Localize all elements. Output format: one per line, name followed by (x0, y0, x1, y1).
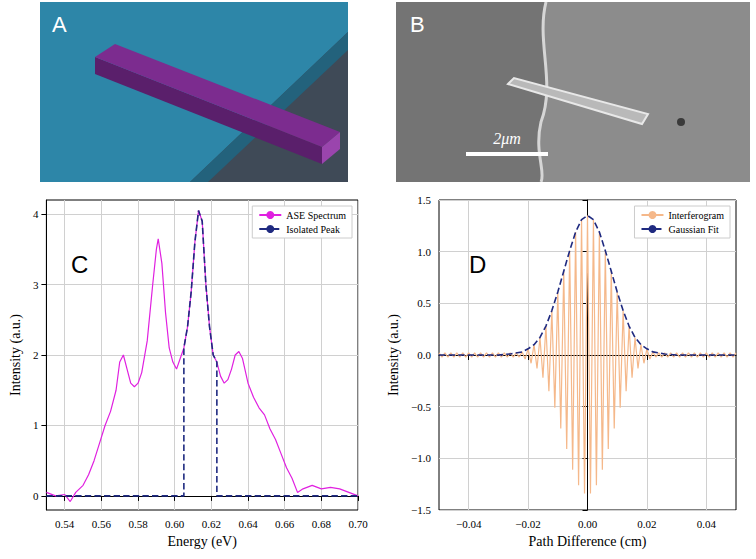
svg-text:0.02: 0.02 (637, 518, 656, 530)
svg-text:D: D (469, 251, 486, 278)
svg-text:ASE Spectrum: ASE Spectrum (286, 210, 346, 221)
svg-text:0.66: 0.66 (275, 518, 295, 530)
svg-text:0.04: 0.04 (697, 518, 717, 530)
svg-text:Path Difference (cm): Path Difference (cm) (529, 534, 647, 550)
svg-text:0.0: 0.0 (417, 349, 431, 361)
svg-text:C: C (71, 251, 88, 278)
svg-text:Intensity (a.u.): Intensity (a.u.) (386, 314, 402, 396)
svg-text:0.00: 0.00 (578, 518, 598, 530)
svg-text:Gaussian Fit: Gaussian Fit (668, 224, 719, 235)
svg-text:1: 1 (33, 419, 39, 431)
svg-text:0: 0 (33, 490, 39, 502)
svg-text:A: A (52, 12, 67, 37)
svg-text:Intensity (a.u.): Intensity (a.u.) (8, 314, 24, 396)
svg-text:1.0: 1.0 (417, 246, 431, 258)
svg-text:B: B (410, 12, 425, 37)
svg-text:0.56: 0.56 (92, 518, 112, 530)
svg-text:0.60: 0.60 (165, 518, 185, 530)
svg-text:0.5: 0.5 (417, 297, 431, 309)
svg-text:−1.0: −1.0 (411, 452, 431, 464)
svg-text:2μm: 2μm (493, 130, 521, 148)
svg-text:0.64: 0.64 (238, 518, 258, 530)
svg-text:Interferogram: Interferogram (668, 210, 724, 221)
svg-text:−0.04: −0.04 (456, 518, 482, 530)
svg-text:1.5: 1.5 (417, 194, 431, 206)
svg-text:2: 2 (33, 349, 39, 361)
svg-text:0.62: 0.62 (202, 518, 221, 530)
svg-text:−0.5: −0.5 (411, 401, 431, 413)
svg-text:0.54: 0.54 (55, 518, 75, 530)
svg-text:0.70: 0.70 (348, 518, 368, 530)
svg-text:−0.02: −0.02 (515, 518, 540, 530)
svg-text:Isolated Peak: Isolated Peak (286, 224, 340, 235)
svg-text:0.68: 0.68 (312, 518, 332, 530)
svg-text:Energy (eV): Energy (eV) (168, 534, 238, 550)
svg-text:4: 4 (33, 208, 39, 220)
svg-text:−1.5: −1.5 (411, 504, 431, 516)
svg-text:0.58: 0.58 (128, 518, 148, 530)
svg-text:3: 3 (33, 279, 39, 291)
